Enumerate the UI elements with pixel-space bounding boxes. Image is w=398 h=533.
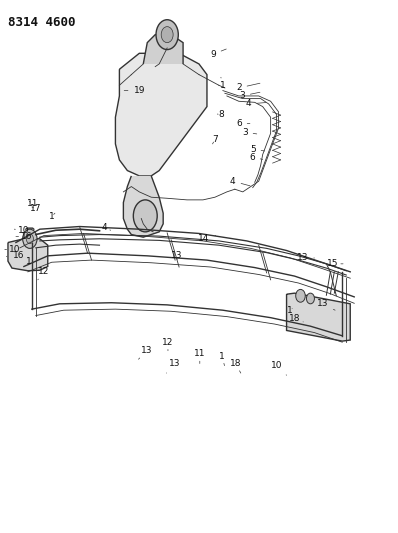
Circle shape [23, 229, 37, 248]
Text: 13: 13 [139, 346, 152, 359]
Text: 16: 16 [16, 232, 33, 241]
Text: 16: 16 [6, 251, 24, 260]
PathPatch shape [123, 176, 163, 237]
Text: 6: 6 [236, 119, 250, 128]
Text: 13: 13 [317, 300, 335, 310]
Text: 14: 14 [198, 235, 216, 243]
Text: 18: 18 [230, 359, 241, 373]
Circle shape [26, 234, 33, 244]
Text: 13: 13 [166, 359, 180, 373]
Text: 10: 10 [5, 245, 21, 254]
Text: 4: 4 [246, 100, 266, 108]
Circle shape [296, 289, 305, 302]
PathPatch shape [287, 293, 350, 341]
PathPatch shape [115, 53, 207, 176]
Text: 9: 9 [210, 49, 226, 59]
Text: 11: 11 [194, 350, 205, 364]
Text: 19: 19 [124, 86, 145, 95]
Text: 8314 4600: 8314 4600 [8, 16, 76, 29]
PathPatch shape [143, 35, 183, 64]
Text: 12: 12 [162, 338, 174, 351]
Text: 5: 5 [250, 145, 265, 154]
Text: 18: 18 [289, 314, 303, 323]
Circle shape [161, 27, 173, 43]
Text: 10: 10 [271, 361, 287, 375]
Text: 7: 7 [212, 135, 218, 144]
Text: 1: 1 [220, 77, 226, 90]
Text: 8: 8 [217, 110, 224, 119]
Text: 1: 1 [49, 212, 55, 221]
Text: 3: 3 [239, 92, 260, 100]
Text: 3: 3 [242, 128, 257, 136]
Circle shape [156, 20, 178, 50]
Text: 12: 12 [38, 268, 49, 280]
Text: 10: 10 [14, 226, 29, 235]
Text: 6: 6 [249, 153, 263, 161]
Text: 1: 1 [26, 257, 31, 265]
Text: 1: 1 [287, 306, 293, 314]
Text: 2: 2 [236, 83, 260, 92]
Text: 11: 11 [27, 199, 38, 208]
Circle shape [133, 200, 157, 232]
PathPatch shape [8, 239, 48, 271]
Text: 13: 13 [172, 252, 183, 260]
Text: 17: 17 [30, 205, 41, 213]
Circle shape [306, 293, 314, 304]
Text: 15: 15 [327, 260, 343, 268]
Text: 4: 4 [101, 223, 111, 232]
Text: 1: 1 [219, 352, 225, 366]
Text: 13: 13 [297, 254, 314, 262]
Text: 4: 4 [230, 177, 250, 186]
